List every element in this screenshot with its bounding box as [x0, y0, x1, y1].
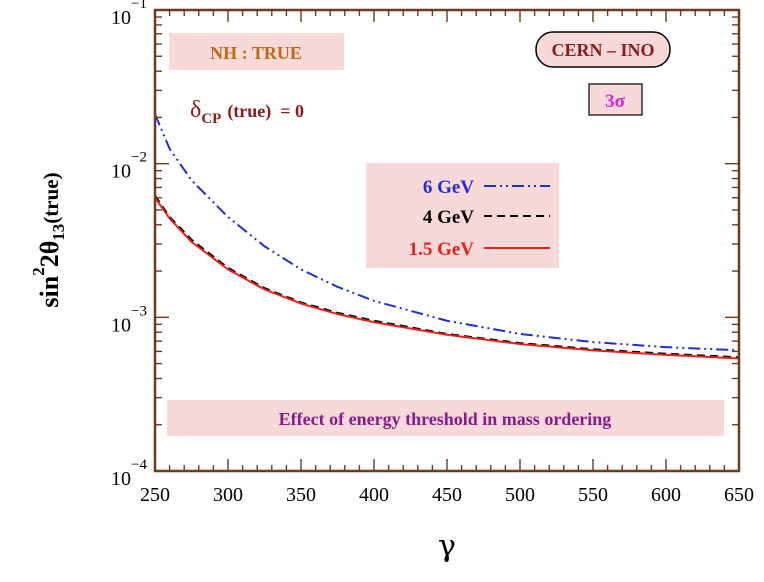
- y-tick-base: 10: [111, 468, 131, 490]
- caption-box: [167, 400, 724, 436]
- series-line-1-5-gev: [154, 197, 740, 360]
- y-axis-title-base: sin: [35, 275, 64, 307]
- y-tick-label: 10−4: [111, 457, 147, 490]
- delta-value: (true) = 0: [227, 101, 304, 122]
- x-axis-title: γ: [438, 529, 456, 564]
- x-tick-label: 500: [505, 484, 535, 506]
- x-tick-label: 650: [724, 484, 754, 506]
- y-tick-base: 10: [111, 161, 131, 183]
- hierarchy-label: NH : TRUE: [210, 43, 302, 63]
- y-tick-exponent: −2: [131, 150, 147, 166]
- y-tick-label: 10−2: [111, 150, 147, 183]
- y-axis-title-sub: 13: [49, 224, 68, 241]
- setup-label: CERN – INO: [551, 40, 654, 60]
- x-tick-label: 400: [359, 484, 389, 506]
- hierarchy-box: [169, 33, 344, 70]
- y-tick-label: 10−3: [111, 303, 147, 336]
- legend-label: 6 GeV: [423, 177, 474, 198]
- x-tick-label: 250: [140, 484, 170, 506]
- y-axis-title-suffix: (true): [39, 172, 63, 223]
- series-line-6-gev: [154, 113, 740, 352]
- x-tick-label: 450: [432, 484, 462, 506]
- x-tick-label: 550: [578, 484, 608, 506]
- legend-label: 4 GeV: [423, 207, 474, 228]
- delta-cp-label: δCP (true) = 0: [190, 97, 304, 127]
- caption-label: Effect of energy threshold in mass order…: [279, 409, 612, 429]
- x-tick-label: 600: [651, 484, 681, 506]
- x-tick-label: 300: [213, 484, 243, 506]
- y-tick-base: 10: [111, 314, 131, 336]
- y-tick-exponent: −3: [131, 303, 147, 319]
- y-axis-title-middle: 2θ: [35, 241, 64, 268]
- legend: 6 GeV 4 GeV 1.5 GeV: [409, 177, 550, 260]
- y-axis-title-sup: 2: [29, 267, 48, 276]
- legend-label: 1.5 GeV: [409, 239, 475, 260]
- setup-box: [535, 31, 671, 68]
- x-tick-label: 350: [286, 484, 316, 506]
- series-layer: [154, 113, 740, 360]
- delta-symbol: δ: [190, 97, 201, 123]
- y-axis-title: sin22θ13(true): [29, 172, 68, 307]
- series-line-4-gev: [154, 195, 740, 359]
- y-tick-label: 10−1: [111, 0, 147, 29]
- y-tick-exponent: −1: [131, 0, 147, 12]
- sigma-label: 3σ: [605, 91, 626, 112]
- plot-frame: [153, 8, 741, 473]
- sigma-box: [588, 83, 643, 116]
- y-tick-exponent: −4: [131, 457, 147, 473]
- delta-subscript: CP: [201, 111, 221, 127]
- y-tick-base: 10: [111, 7, 131, 29]
